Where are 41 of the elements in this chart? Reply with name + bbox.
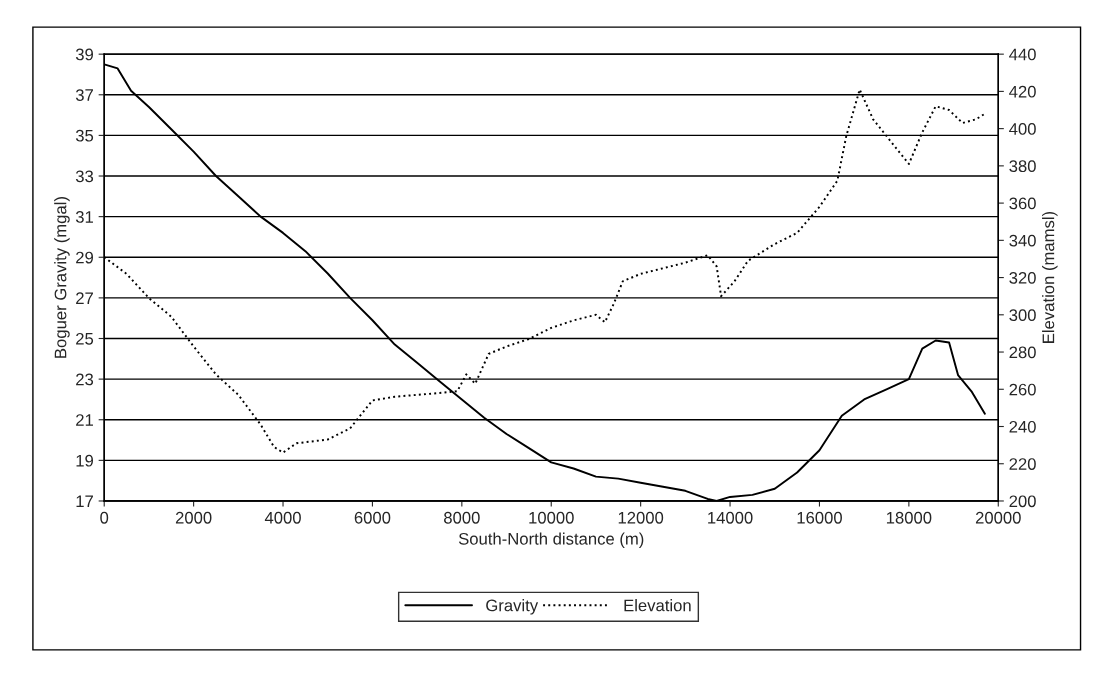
y2-tick-label: 320 (1009, 271, 1036, 284)
y2-tick-label: 240 (1009, 420, 1036, 433)
y-tick-label: 31 (75, 211, 93, 223)
y2-tick-label: 280 (1009, 346, 1036, 359)
x-tick-label: 10000 (529, 511, 574, 524)
y-tick-label: 19 (76, 454, 94, 467)
y-tick-label: 17 (76, 495, 93, 508)
y2-tick-label: 260 (1009, 383, 1036, 396)
y-axis-title: Boguer Gravity (mgal) (54, 197, 70, 358)
y-tick-label: 23 (76, 373, 94, 386)
legend-label: Gravity (486, 599, 539, 615)
y-tick-label: 39 (75, 48, 94, 61)
x-tick-label: 8000 (444, 511, 480, 524)
y2-tick-label: 220 (1009, 458, 1036, 470)
y2-tick-label: 200 (1009, 495, 1036, 508)
x-tick-label: 6000 (354, 511, 391, 524)
y2-tick-label: 380 (1009, 160, 1036, 173)
legend-label: Elevation (624, 599, 691, 612)
y-tick-label: 33 (75, 170, 94, 183)
y2-tick-label: 340 (1009, 234, 1036, 247)
y-tick-label: 29 (76, 251, 94, 264)
x-tick-label: 16000 (797, 511, 842, 524)
x-tick-label: 0 (100, 511, 109, 524)
x-tick-label: 4000 (264, 511, 301, 524)
y-tick-label: 21 (76, 414, 93, 426)
y2-tick-label: 400 (1009, 123, 1036, 135)
y2-tick-label: 300 (1009, 309, 1036, 322)
x-tick-label: 20000 (975, 511, 1021, 524)
x-tick-label: 14000 (708, 511, 753, 524)
y-tick-label: 35 (75, 129, 94, 142)
x-axis-title: South-North distance (m) (458, 532, 644, 549)
y2-tick-label: 440 (1009, 48, 1036, 61)
y-tick-label: 37 (75, 89, 93, 101)
y2-tick-label: 360 (1009, 197, 1036, 210)
y-tick-label: 25 (76, 332, 94, 345)
x-tick-label: 12000 (618, 511, 664, 524)
y2-tick-label: 420 (1009, 85, 1036, 98)
y2-axis-title: Elevation (mamsl) (1042, 211, 1058, 343)
x-tick-label: 2000 (175, 511, 212, 524)
x-tick-label: 18000 (886, 511, 932, 524)
y-tick-label: 27 (76, 292, 93, 304)
